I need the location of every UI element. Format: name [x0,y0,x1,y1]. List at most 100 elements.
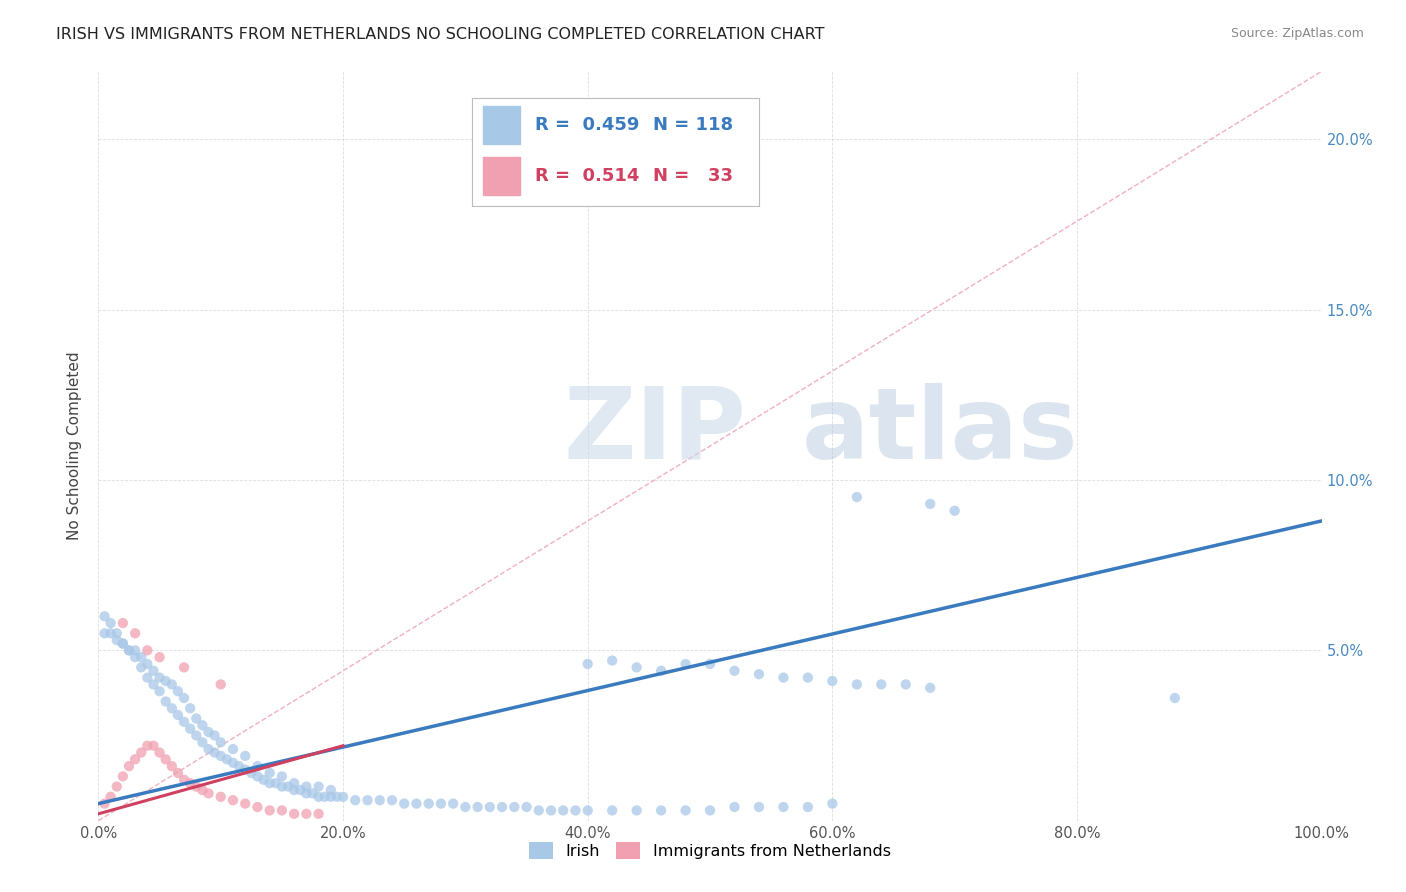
Point [136,643,159,657]
Point [233,797,256,811]
Point [129,650,152,665]
Point [894,677,917,691]
Point [209,789,232,804]
Point [920,681,942,695]
Point [124,626,146,640]
Point [222,793,245,807]
Point [821,797,844,811]
Point [240,766,263,780]
Point [478,800,501,814]
Text: ZIP: ZIP [564,383,747,480]
Point [142,677,165,691]
Point [675,804,697,818]
Point [233,748,256,763]
Point [319,783,342,797]
Point [167,766,190,780]
Point [650,804,672,818]
Point [748,667,770,681]
Point [111,636,134,650]
Point [246,759,269,773]
Point [308,806,330,821]
Point [149,671,172,685]
Point [118,759,141,773]
Point [540,804,562,818]
Point [111,769,134,783]
Point [290,783,312,797]
Point [111,636,134,650]
Point [626,804,648,818]
Point [100,789,122,804]
Point [650,664,672,678]
Text: Source: ZipAtlas.com: Source: ZipAtlas.com [1230,27,1364,40]
Point [723,800,745,814]
Point [821,673,844,688]
Point [283,806,305,821]
Point [381,793,404,807]
Point [149,746,172,760]
Point [699,804,721,818]
Point [186,711,208,725]
Point [155,694,177,708]
Point [564,804,586,818]
Point [515,800,537,814]
Point [129,660,152,674]
Point [155,673,177,688]
Point [252,772,274,787]
Text: atlas: atlas [801,383,1078,480]
Point [191,783,214,797]
Point [124,643,146,657]
Point [160,759,183,773]
Point [920,497,942,511]
Point [136,657,159,671]
Point [209,748,232,763]
Point [270,769,294,783]
Point [845,677,868,691]
Point [155,752,177,766]
Point [142,739,165,753]
Point [215,752,238,766]
Point [204,729,226,743]
Point [105,626,128,640]
Point [129,746,152,760]
Point [308,789,330,804]
Point [105,780,128,794]
Point [527,804,550,818]
Point [600,804,623,818]
Point [283,776,305,790]
Point [149,650,172,665]
Point [173,691,195,706]
Point [93,797,115,811]
Point [675,657,697,671]
Point [344,793,367,807]
Point [179,722,201,736]
Point [1164,691,1187,706]
Y-axis label: No Schooling Completed: No Schooling Completed [67,351,83,541]
Point [124,650,146,665]
Point [259,804,281,818]
Point [870,677,893,691]
Point [576,804,599,818]
Point [270,804,294,818]
Point [845,490,868,504]
Point [136,739,159,753]
Point [160,701,183,715]
Point [295,780,318,794]
Point [118,643,141,657]
Point [270,780,294,794]
Point [222,742,245,756]
Point [179,701,201,715]
Point [332,789,354,804]
Point [167,684,190,698]
Point [246,769,269,783]
Point [204,746,226,760]
Point [748,800,770,814]
Point [626,660,648,674]
Point [124,752,146,766]
Point [314,789,336,804]
Point [149,684,172,698]
Point [368,793,391,807]
Point [491,800,513,814]
Point [93,626,115,640]
Point [228,759,250,773]
Point [142,664,165,678]
